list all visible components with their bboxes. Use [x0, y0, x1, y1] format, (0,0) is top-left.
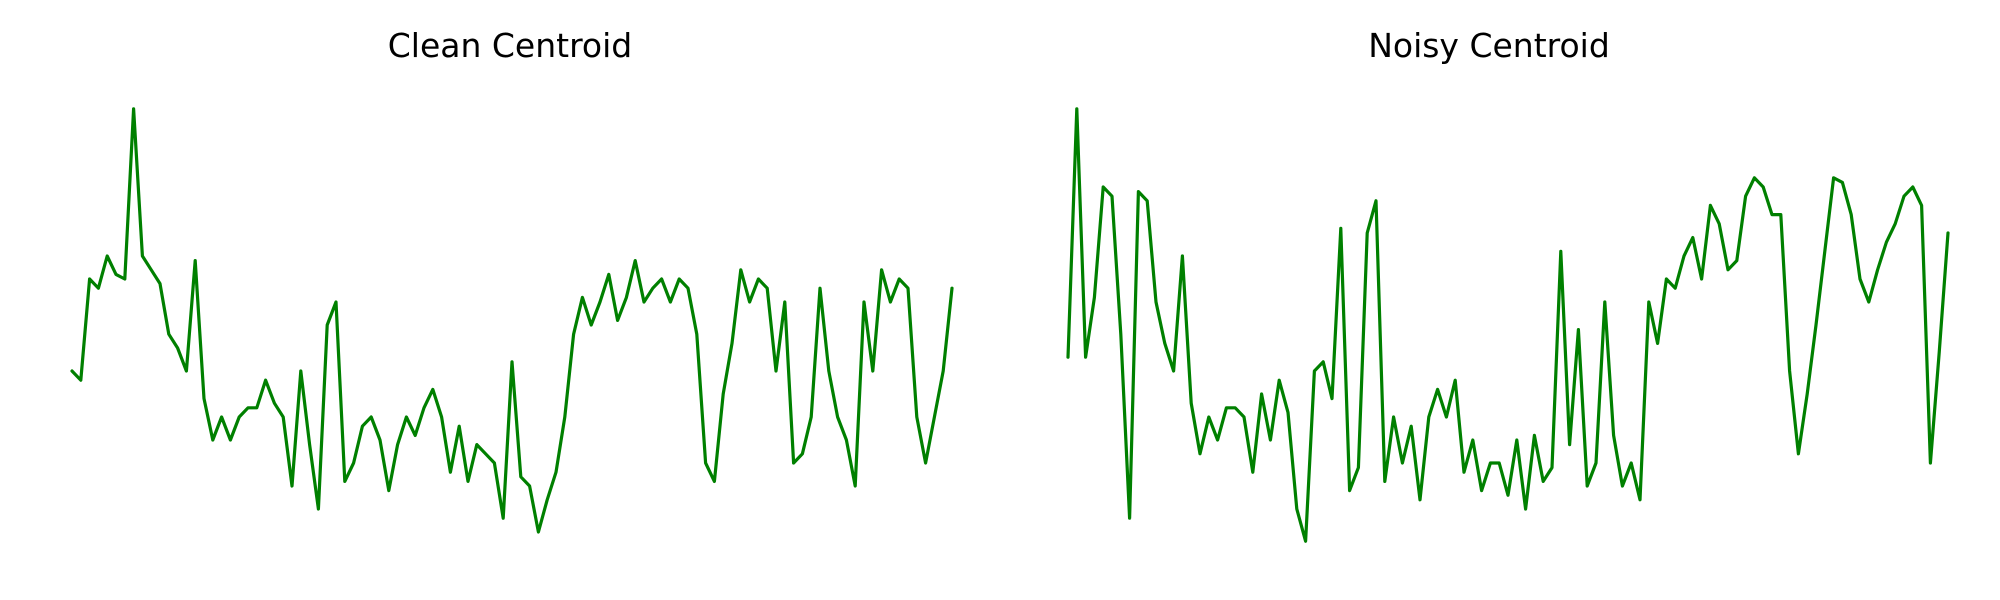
noisy-centroid-panel: Noisy Centroid [1000, 0, 2000, 600]
series-line [70, 107, 954, 534]
chart-title: Noisy Centroid [1368, 26, 1610, 65]
chart-title: Clean Centroid [387, 26, 633, 65]
series-line [1066, 107, 1950, 543]
noisy-centroid-plot [1066, 107, 1950, 543]
clean-centroid-panel: Clean Centroid [70, 26, 954, 534]
clean-centroid-plot [70, 107, 954, 534]
